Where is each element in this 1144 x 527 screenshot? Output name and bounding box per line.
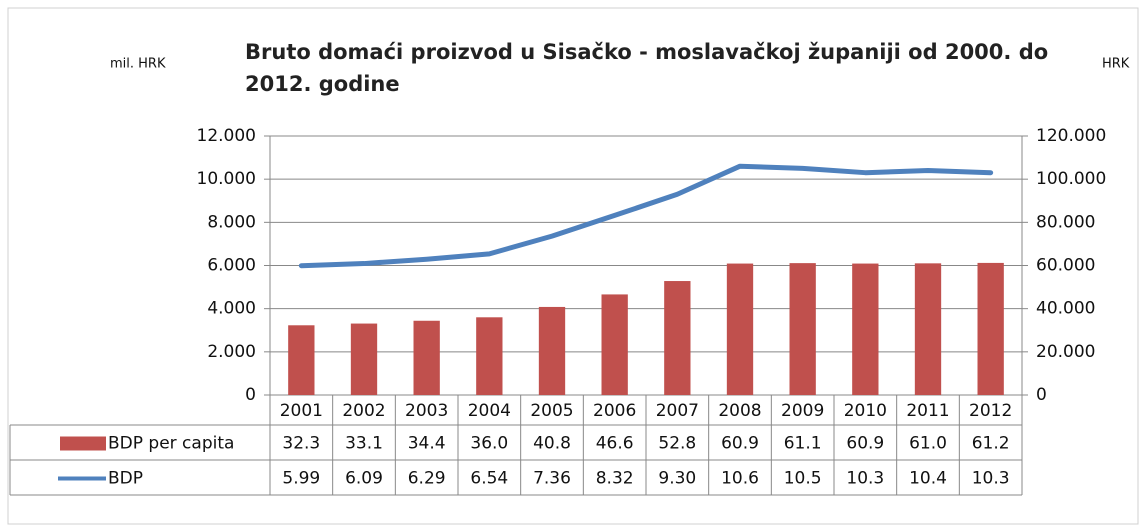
- table-value: 10.3: [972, 469, 1010, 489]
- legend-label: BDP per capita: [108, 434, 234, 454]
- y2-tick-label: 100.000: [1036, 169, 1106, 189]
- table-value: 9.30: [658, 469, 696, 489]
- y-tick-label: 8.000: [207, 212, 256, 232]
- bar: [413, 320, 440, 395]
- y2-tick-label: 40.000: [1036, 299, 1095, 319]
- y2-tick-label: 60.000: [1036, 256, 1095, 276]
- table-value: 10.5: [784, 469, 822, 489]
- x-tick-label: 2011: [906, 401, 949, 421]
- x-tick-label: 2002: [342, 401, 385, 421]
- y2-tick-label: 120.000: [1036, 126, 1106, 146]
- x-tick-label: 2009: [781, 401, 824, 421]
- table-value: 10.4: [909, 469, 947, 489]
- table-value: 10.3: [846, 469, 884, 489]
- legend-key: [60, 436, 106, 451]
- x-tick-label: 2001: [280, 401, 323, 421]
- table-value: 60.9: [846, 434, 884, 454]
- bar: [476, 317, 503, 395]
- line: [298, 163, 994, 269]
- bar: [350, 323, 378, 395]
- x-tick-label: 2004: [468, 401, 511, 421]
- bar: [852, 263, 879, 395]
- x-tick-label: 2003: [405, 401, 448, 421]
- table-value: 61.0: [909, 434, 947, 454]
- x-tick-label: 2005: [530, 401, 573, 421]
- x-tick-label: 2010: [844, 401, 887, 421]
- bar: [664, 281, 691, 395]
- table-value: 6.54: [470, 469, 508, 489]
- table-value: 61.1: [784, 434, 822, 454]
- bar: [726, 263, 754, 395]
- table-value: 8.32: [596, 469, 634, 489]
- bar: [789, 263, 816, 395]
- bar: [601, 294, 628, 395]
- x-tick-label: 2008: [718, 401, 761, 421]
- table-value: 6.09: [345, 469, 383, 489]
- bar: [288, 325, 315, 395]
- table-value: 46.6: [596, 434, 634, 454]
- y-tick-label: 4.000: [207, 299, 256, 319]
- table-value: 34.4: [408, 434, 446, 454]
- bar: [538, 306, 566, 395]
- table-value: 61.2: [972, 434, 1010, 454]
- table-value: 5.99: [282, 469, 320, 489]
- y-tick-label: 0: [245, 385, 256, 405]
- table-value: 7.36: [533, 469, 571, 489]
- table-value: 52.8: [658, 434, 696, 454]
- y2-tick-label: 0: [1036, 385, 1047, 405]
- x-tick-label: 2012: [969, 401, 1012, 421]
- table-value: 10.6: [721, 469, 759, 489]
- y-tick-label: 6.000: [207, 256, 256, 276]
- chart-title: Bruto domaći proizvod u Sisačko - moslav…: [245, 40, 1049, 96]
- x-tick-label: 2006: [593, 401, 636, 421]
- legend-label: BDP: [108, 469, 143, 489]
- y2-tick-label: 80.000: [1036, 212, 1095, 232]
- y2-axis-label: HRK: [1102, 57, 1130, 72]
- x-tick-label: 2007: [656, 401, 699, 421]
- bar: [977, 262, 1004, 395]
- y-tick-label: 10.000: [197, 169, 256, 189]
- y2-tick-label: 20.000: [1036, 342, 1095, 362]
- table-value: 32.3: [282, 434, 320, 454]
- table-value: 60.9: [721, 434, 759, 454]
- table-value: 40.8: [533, 434, 571, 454]
- bar: [914, 263, 942, 395]
- y-axis-label: mil. HRK: [110, 57, 166, 72]
- table-value: 36.0: [470, 434, 508, 454]
- table-value: 6.29: [408, 469, 446, 489]
- table-value: 33.1: [345, 434, 383, 454]
- y-tick-label: 12.000: [197, 126, 256, 146]
- y-tick-label: 2.000: [207, 342, 256, 362]
